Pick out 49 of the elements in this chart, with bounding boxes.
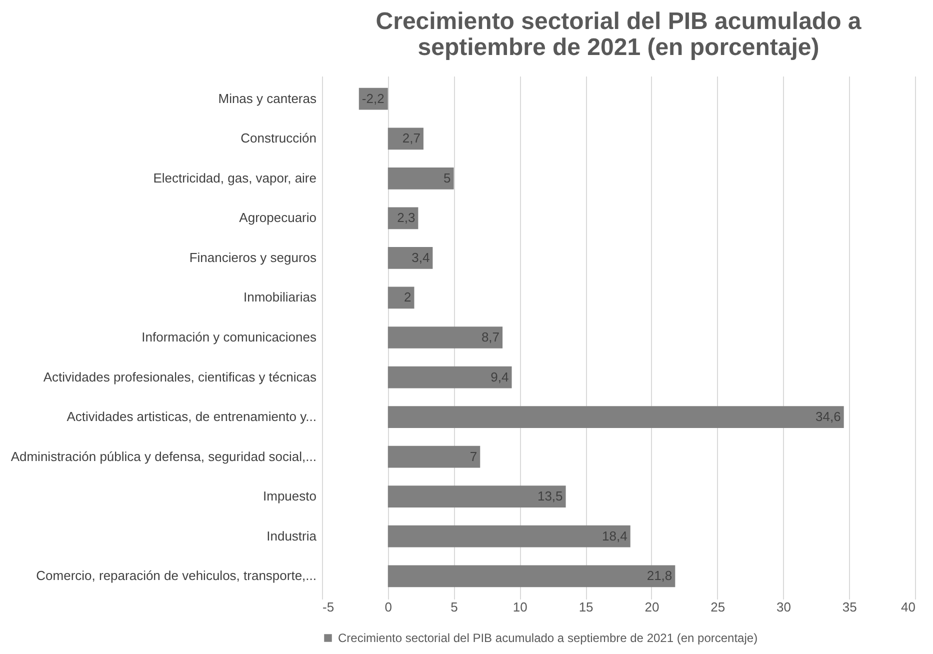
x-tick-label: 25 [710,600,726,614]
bar [388,167,454,190]
data-label: 13,5 [537,488,563,504]
bar [388,446,480,468]
bar [388,326,503,348]
data-label: 9,4 [490,369,509,384]
data-label: -2,2 [362,90,384,106]
y-tick-label: Minas y canteras [218,90,317,106]
data-label: 34,6 [816,409,841,424]
data-label: 8,7 [481,330,500,344]
x-tick-label: 35 [842,600,857,614]
legend-label: Crecimiento sectorial del PIB acumulado a septiembre de 2021 (en porcentaje) [338,631,758,645]
chart-title: Crecimiento sectorial del PIB acumulado a septiembre de 2021 (en porcentaje) [376,8,862,61]
y-tick-label: Industria [266,528,318,544]
bar [388,565,676,588]
y-tick-label: Actividades profesionales, cientificas y técnicas [43,369,317,384]
data-label: 5 [444,170,451,186]
y-tick-label: Inmobiliarias [244,290,317,305]
data-label: 2 [404,290,412,305]
data-label: 3,4 [412,250,430,265]
bar [388,406,844,428]
x-tick-label: 0 [384,600,392,614]
bar [388,366,512,388]
bar [388,247,433,269]
x-tick-label: 10 [512,600,528,614]
y-tick-label: Actividades artisticas, de entrenamiento y... [66,409,316,424]
x-tick-label: 15 [578,600,594,614]
x-tick-label: -5 [322,600,334,614]
x-tick-label: 40 [901,600,916,614]
y-tick-label: Financieros y seguros [189,250,317,265]
bar [388,128,424,150]
bar [388,486,566,508]
y-tick-label: Agropecuario [239,210,316,226]
x-tick-label: 5 [450,600,458,614]
data-label: 2,3 [397,210,416,226]
data-label: 21,8 [646,568,672,584]
y-tick-label: Comercio, reparación de vehiculos, transporte,... [36,568,316,584]
bar [388,525,630,548]
y-tick-label: Construcción [240,130,316,146]
x-tick-label: 30 [776,600,791,614]
y-tick-label: Información y comunicaciones [142,330,317,344]
data-label: 7 [470,448,478,464]
x-tick-label: 20 [644,600,660,614]
data-label: 18,4 [602,528,628,544]
y-tick-label: Electricidad, gas, vapor, aire [153,170,316,186]
y-tick-label: Impuesto [263,488,316,504]
data-label: 2,7 [402,130,420,146]
bar [388,286,414,309]
y-tick-label: Administración pública y defensa, seguridad social,... [10,448,316,464]
